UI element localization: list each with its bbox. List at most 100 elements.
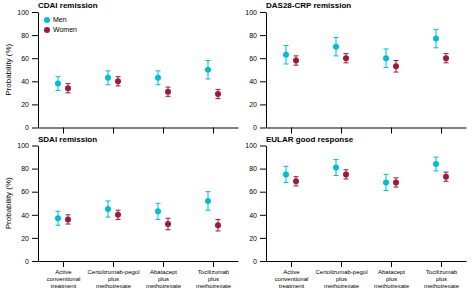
x-axis-line [267,128,467,129]
y-tick-label: 40 [249,78,257,85]
x-axis [39,128,239,134]
panel: 020406080100DAS28-CRP remission [245,1,466,134]
point [393,63,399,69]
error-bar [106,71,111,85]
panel-title: SDAI remission [38,135,97,144]
y-tick: 60 [249,55,266,62]
y-tick-label: 20 [249,101,257,108]
x-tick: Certolizumab-pegolplusmethotrexate [87,261,139,289]
series [65,77,221,99]
error-bar [294,56,299,65]
point [383,179,389,185]
error-bar [384,174,389,190]
series [55,192,211,225]
x-tick-mark [63,261,64,267]
y-tick-label: 20 [249,235,257,242]
point [155,75,161,81]
x-tick: Certolizumab-pegolplusmethotrexate [315,261,367,289]
y-tick-mark [32,192,38,193]
legend-item: Women [44,26,77,33]
x-tick-label-line: Tocilizumab [426,269,458,275]
y-tick-label: 0 [25,124,29,131]
y-tick: 80 [21,165,38,172]
error-bar [56,211,61,225]
y-axis-line [38,146,39,262]
point [165,89,171,95]
x-tick-label: Tocilizumabplusmethotrexate [424,269,460,289]
x-tick-label-line: Abatacept [150,269,177,275]
y-tick-label: 100 [17,9,29,16]
point [443,174,449,180]
error-bar [444,172,449,181]
y-tick: 80 [249,32,266,39]
y-tick-mark [32,35,38,36]
marks [283,29,449,72]
point [65,216,71,222]
y-tick: 100 [17,9,38,16]
x-tick-label-line: plus [336,276,347,282]
panel-title: CDAI remission [38,1,98,10]
error-bar [334,37,339,55]
error-bar [166,218,171,230]
x-tick-label: Abataceptplusmethotrexate [374,269,410,289]
error-bar [216,89,221,98]
point [105,75,111,81]
point [443,55,449,61]
y-tick-mark [260,81,266,82]
x-tick-label: Certolizumab-pegolplusmethotrexate [87,269,139,289]
x-tick-label: Certolizumab-pegolplusmethotrexate [315,269,367,289]
legend-marker [44,27,50,33]
x-tick-label-line: Certolizumab-pegol [87,269,139,275]
panel-title: DAS28-CRP remission [266,1,351,10]
x-tick-mark [391,261,392,267]
point [433,36,439,42]
y-tick-label: 60 [249,188,257,195]
x-tick [163,128,164,134]
x-tick-label: Activeconventionaltreatment [275,269,309,289]
y-tick-mark [260,58,266,59]
y-tick-label: 0 [253,258,257,265]
y-axis-line [266,146,267,262]
error-bar [444,54,449,63]
point [215,222,221,228]
x-tick-label-line: Abatacept [378,269,405,275]
y-tick-label: 60 [21,55,29,62]
x-tick-mark [291,128,292,134]
x-tick [391,128,392,134]
y-tick: 40 [249,212,266,219]
y-tick-mark [32,261,38,262]
y-tick: 100 [245,9,266,16]
error-bar [166,87,171,96]
y-axis: 020406080100 [245,9,266,131]
y-tick: 0 [25,258,38,265]
error-bar [344,170,349,179]
y-tick: 20 [249,101,266,108]
y-tick-mark [260,261,266,262]
y-tick-mark [32,169,38,170]
y-axis: 020406080100 [245,142,266,264]
error-bar [116,77,121,86]
y-tick-mark [260,169,266,170]
point [65,85,71,91]
x-tick-mark [341,128,342,134]
x-tick: Activeconventionaltreatment [47,261,81,289]
series [283,157,439,190]
y-tick: 60 [21,188,38,195]
x-tick [341,128,342,134]
x-tick-label: Tocilizumabplusmethotrexate [196,269,232,289]
x-tick: Activeconventionaltreatment [275,261,309,289]
x-axis-line [39,261,239,262]
panel: 020406080100CDAI remissionProbability (%… [4,1,239,134]
point [433,161,439,167]
x-axis: Activeconventionaltreatment Certolizumab-… [267,261,467,289]
point [105,206,111,212]
series [293,170,449,187]
x-tick-mark [63,128,64,134]
point [55,215,61,221]
x-tick-mark [213,261,214,267]
error-bar [56,77,61,91]
point [383,55,389,61]
point [333,164,339,170]
y-tick-label: 40 [21,78,29,85]
x-tick: Abataceptplusmethotrexate [374,261,410,289]
